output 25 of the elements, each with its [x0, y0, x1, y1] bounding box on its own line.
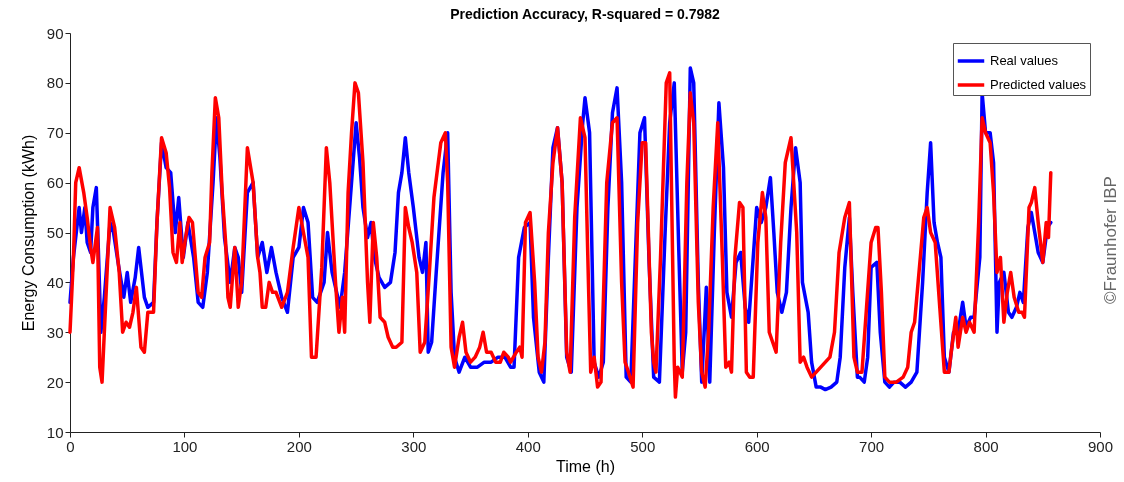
x-tick-label: 400: [515, 437, 541, 455]
x-tick-label: 300: [401, 437, 427, 455]
x-tick-label: 500: [630, 437, 656, 455]
y-tick-label: 40: [46, 273, 64, 291]
y-tick-label: 80: [46, 74, 64, 92]
x-tick-label: 800: [973, 437, 999, 455]
x-axis-title: Time (h): [556, 457, 615, 475]
x-tick-label: 700: [859, 437, 885, 455]
y-tick-label: 20: [46, 373, 64, 391]
y-tick-label: 90: [46, 24, 64, 42]
y-tick-label: 70: [46, 124, 64, 142]
chart-title: Prediction Accuracy, R-squared = 0.7982: [450, 6, 721, 22]
legend-label: Real values: [990, 53, 1059, 68]
x-tick-label: 0: [66, 437, 75, 455]
text: ©Fraunhofer IBP: [1101, 176, 1121, 304]
y-tick-label: 30: [46, 323, 64, 341]
x-tick-label: 200: [286, 437, 312, 455]
y-tick-label: 10: [46, 423, 64, 441]
x-tick-label: 600: [744, 437, 770, 455]
y-tick-label: 60: [46, 174, 64, 192]
y-axis-title: Energy Consumption (kWh): [19, 134, 37, 332]
x-tick-label: 100: [172, 437, 198, 455]
y-tick-label: 50: [46, 224, 64, 241]
x-tick-label: 900: [1087, 437, 1114, 455]
legend-label: Predicted values: [990, 77, 1087, 92]
